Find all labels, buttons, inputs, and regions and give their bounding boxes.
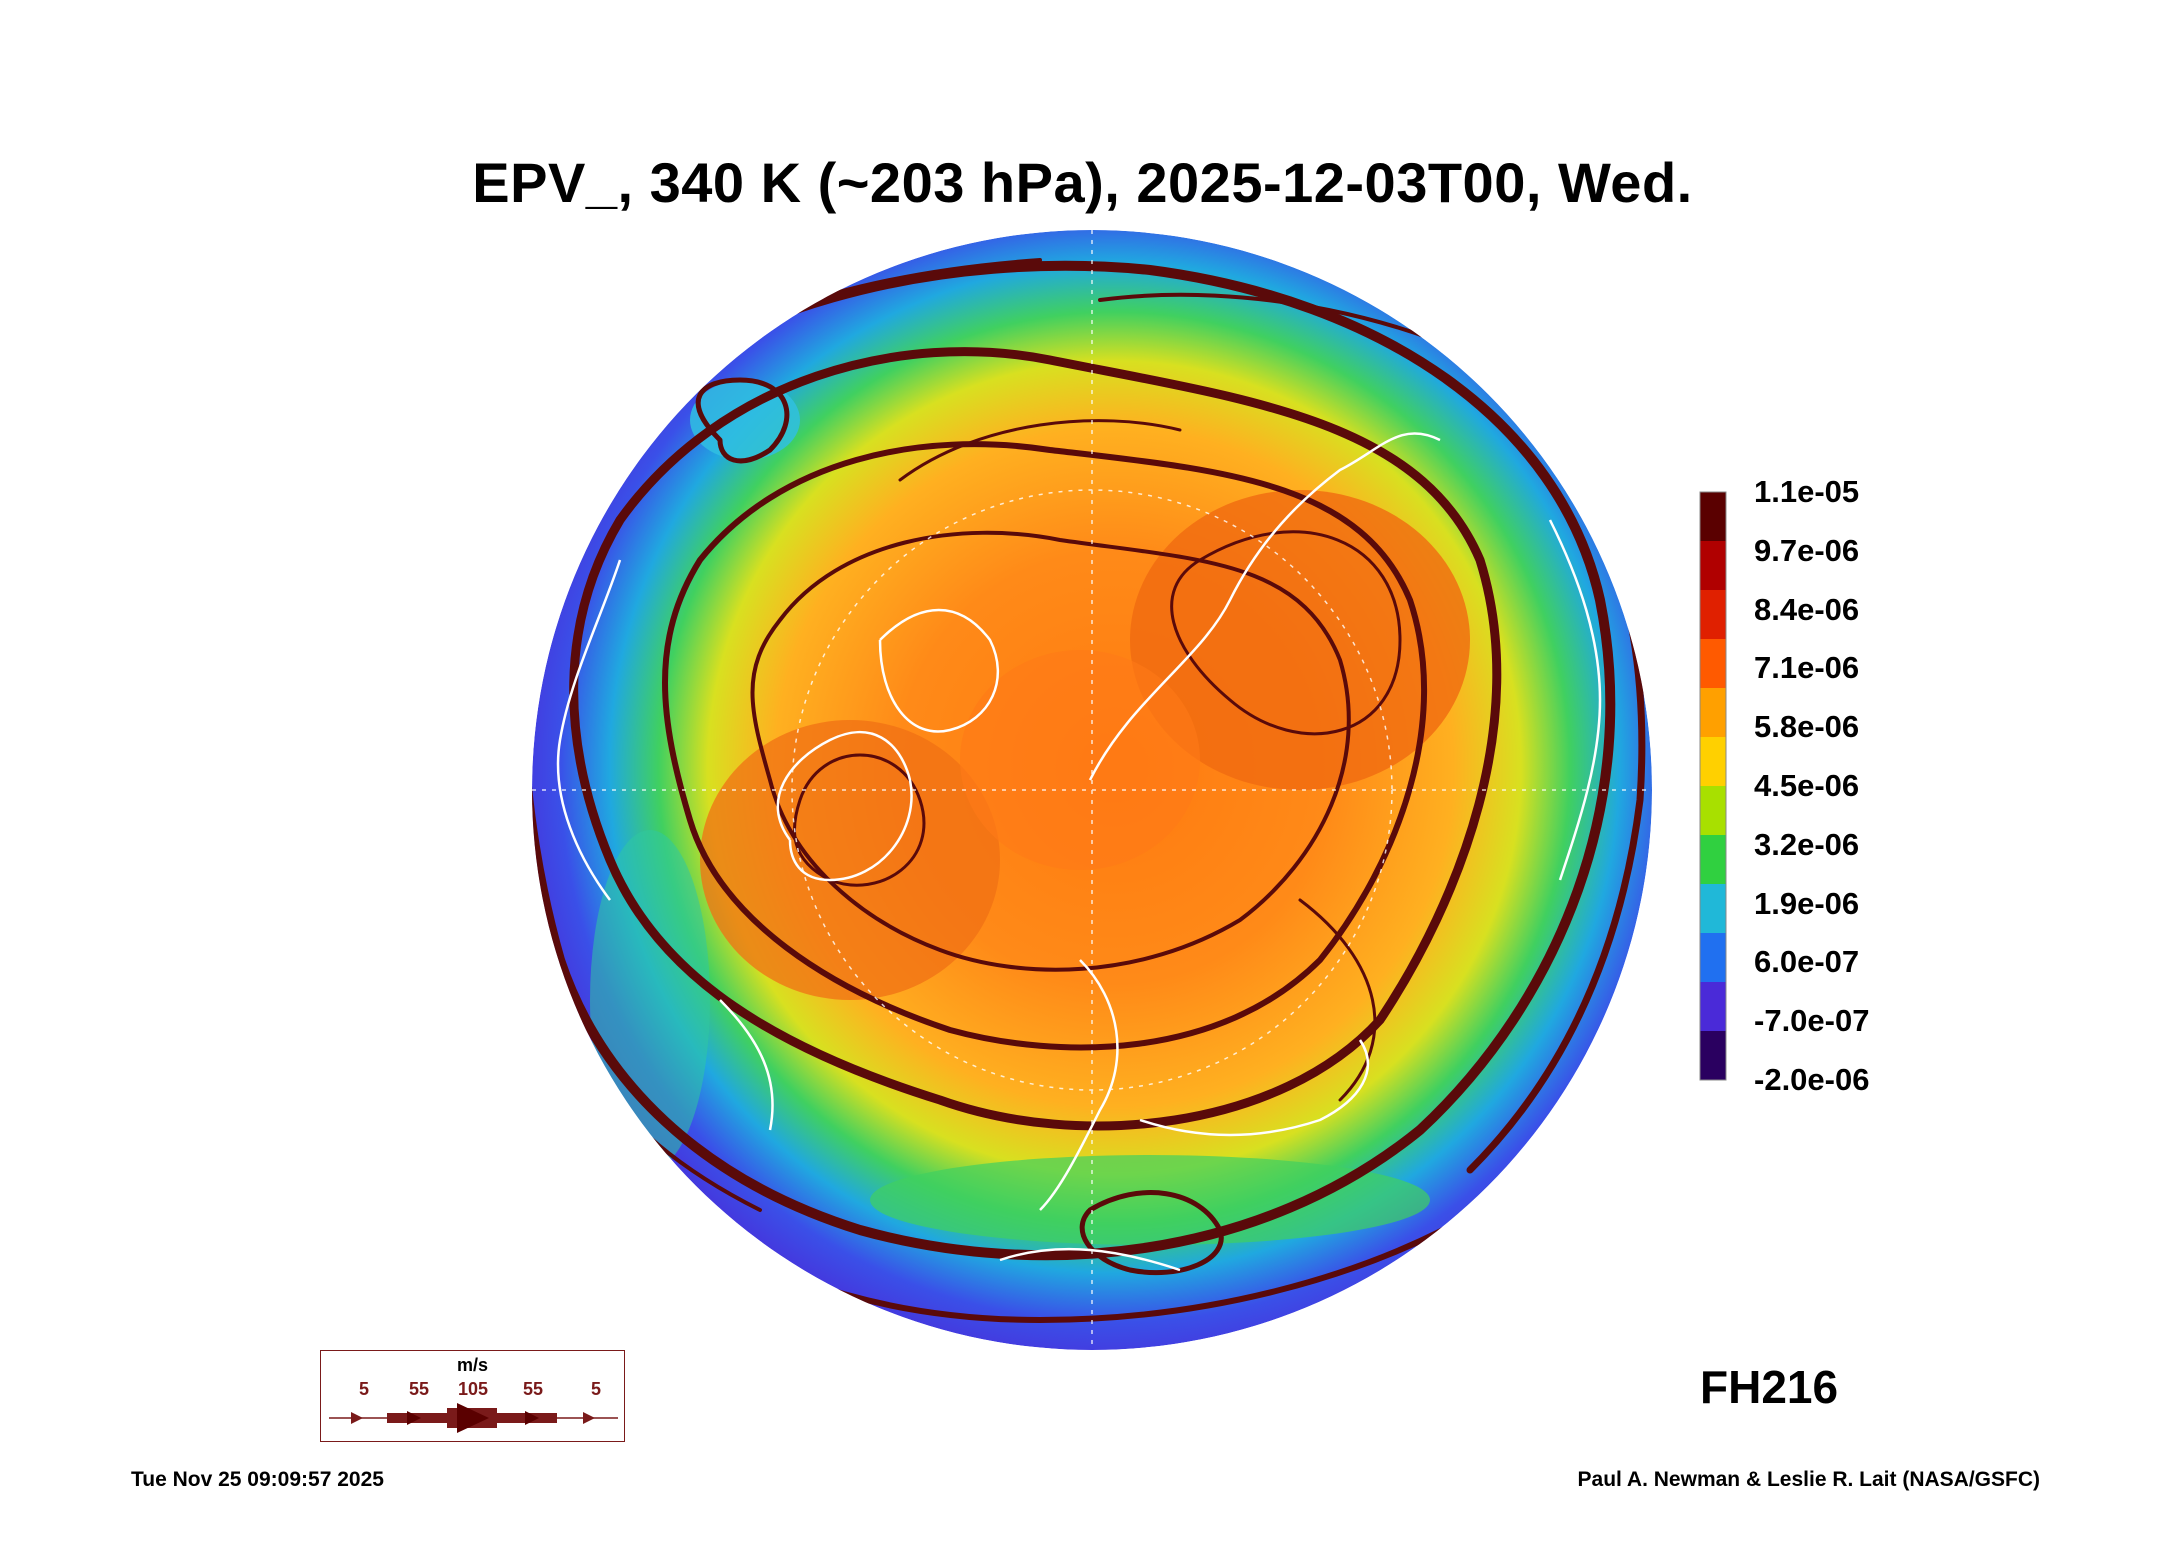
pv-high-region-west bbox=[700, 720, 1000, 1000]
colorbar-segment bbox=[1700, 982, 1726, 1032]
forecast-hour: FH216 bbox=[1700, 1361, 1839, 1413]
pv-green-band-west bbox=[590, 830, 710, 1170]
colorbar-segment bbox=[1700, 688, 1726, 738]
author-credit: Paul A. Newman & Leslie R. Lait (NASA/GS… bbox=[1577, 1468, 2040, 1491]
wind-legend-value: 105 bbox=[457, 1379, 489, 1399]
wind-legend-arrow bbox=[329, 1403, 618, 1433]
wind-speed-legend: m/s 5 55 105 55 5 bbox=[320, 1350, 625, 1442]
map-title: EPV_, 340 K (~203 hPa), 2025-12-03T00, W… bbox=[472, 151, 1693, 214]
colorbar-segment bbox=[1700, 884, 1726, 934]
colorbar-tick-label: 8.4e-06 bbox=[1754, 591, 1860, 627]
pv-high-region-center bbox=[960, 650, 1200, 870]
colorbar-segment bbox=[1700, 835, 1726, 885]
pv-green-band-south bbox=[870, 1155, 1430, 1245]
colorbar-tick-label: -7.0e-07 bbox=[1754, 1003, 1870, 1039]
colorbar-tick-label: 3.2e-06 bbox=[1754, 826, 1860, 862]
colorbar-tick-label: 1.9e-06 bbox=[1754, 885, 1860, 921]
colorbar-segment bbox=[1700, 1031, 1726, 1081]
colorbar-tick-label: 9.7e-06 bbox=[1754, 532, 1860, 568]
colorbar-tick-label: 5.8e-06 bbox=[1754, 709, 1860, 745]
wind-legend-unit: m/s bbox=[456, 1355, 489, 1375]
colorbar-segment bbox=[1700, 737, 1726, 787]
wind-legend-value: 5 bbox=[590, 1379, 602, 1399]
generation-timestamp: Tue Nov 25 09:09:57 2025 bbox=[131, 1468, 384, 1491]
graticule bbox=[532, 230, 1652, 1350]
colorbar-tick-label: 7.1e-06 bbox=[1754, 650, 1860, 686]
coastlines bbox=[556, 432, 1602, 1272]
colorbar-segment bbox=[1700, 590, 1726, 640]
colorbar-segment bbox=[1700, 541, 1726, 591]
wind-legend-value: 55 bbox=[522, 1379, 544, 1399]
colorbar-tick-label: 1.1e-05 bbox=[1754, 474, 1860, 509]
colorbar-segment bbox=[1700, 492, 1726, 542]
colorbar-tick-label: 6.0e-07 bbox=[1754, 944, 1860, 980]
colorbar bbox=[1699, 491, 1727, 1081]
colorbar-frame bbox=[1699, 491, 1727, 1081]
colorbar-tick-label: -2.0e-06 bbox=[1754, 1062, 1870, 1097]
colorbar-segment bbox=[1700, 933, 1726, 983]
colorbar-tick-label: 4.5e-06 bbox=[1754, 768, 1860, 803]
wind-legend-value: 55 bbox=[408, 1379, 430, 1399]
wind-legend-value: 5 bbox=[358, 1379, 370, 1399]
colorbar-segment bbox=[1700, 786, 1726, 836]
colorbar-segment bbox=[1700, 639, 1726, 689]
